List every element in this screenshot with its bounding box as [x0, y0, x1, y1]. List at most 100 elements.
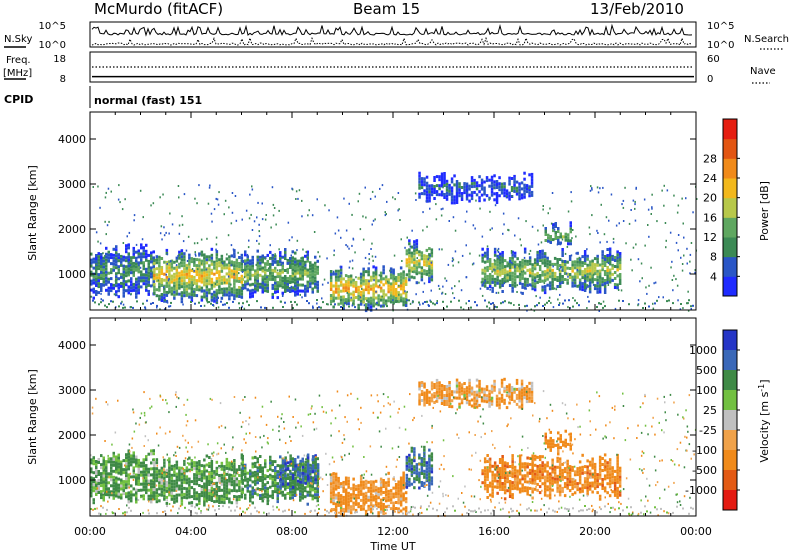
power-cell: [254, 275, 257, 279]
velocity-cell: [180, 469, 184, 473]
power-cell: [122, 288, 125, 292]
power-scatter: [663, 184, 665, 187]
velocity-cell: [112, 478, 115, 482]
power-scatter: [451, 257, 454, 260]
power-scatter: [637, 258, 640, 261]
velocity-cell: [180, 502, 184, 506]
power-cell: [596, 254, 599, 258]
power-cell: [228, 255, 231, 259]
power-cell: [125, 250, 128, 254]
velocity-cell: [425, 473, 429, 477]
power-cell: [240, 274, 244, 278]
power-cell: [276, 260, 279, 264]
power-cell: [125, 265, 128, 269]
station-title: McMurdo (fitACF): [94, 0, 223, 18]
velocity-cell: [92, 489, 95, 493]
velocity-cell: [359, 480, 363, 484]
velocity-cell: [563, 482, 567, 486]
velocity-cell: [387, 483, 390, 487]
velocity-cell: [251, 492, 254, 496]
power-scatter: [493, 186, 495, 189]
power-cell: [387, 287, 390, 291]
power-cell: [603, 255, 607, 258]
power-cell: [606, 257, 609, 260]
velocity-cell: [112, 454, 115, 458]
power-scatter: [224, 199, 227, 202]
power-cell: [256, 288, 259, 292]
power-near-range: [308, 302, 310, 305]
power-cell: [299, 277, 302, 281]
power-cell: [344, 280, 348, 284]
velocity-cell: [170, 482, 174, 486]
power-cell: [269, 256, 272, 260]
velocity-cell: [173, 488, 176, 492]
power-scatter: [496, 249, 499, 252]
power-scatter: [333, 254, 335, 257]
power-near-range: [216, 301, 218, 304]
velocity-cell: [541, 464, 544, 468]
power-near-range: [112, 300, 114, 303]
velocity-cell: [195, 494, 199, 498]
power-scatter: [589, 189, 592, 192]
velocity-cell: [566, 477, 569, 481]
power-cell: [557, 242, 560, 245]
power-cell: [205, 279, 209, 283]
power-cell: [271, 268, 274, 272]
power-scatter: [234, 255, 236, 257]
power-scatter: [346, 291, 348, 294]
power-cell: [440, 181, 444, 185]
power-cell: [142, 279, 145, 283]
power-scatter: [97, 185, 99, 188]
power-cell: [188, 280, 191, 284]
power-cell: [503, 277, 507, 281]
power-near-range: [562, 302, 564, 305]
power-cell: [591, 274, 594, 278]
power-cell: [314, 276, 317, 280]
power-scatter: [551, 192, 554, 194]
power-cell: [304, 287, 307, 291]
power-cell: [301, 259, 304, 263]
velocity-cell: [428, 457, 431, 461]
power-cell: [362, 270, 365, 274]
velocity-cell: [228, 482, 231, 486]
velocity-cell: [117, 489, 120, 493]
velocity-cell: [337, 491, 340, 495]
velocity-cell: [558, 490, 562, 494]
power-cell: [496, 257, 499, 261]
velocity-cell: [100, 463, 103, 467]
power-cell: [573, 260, 577, 264]
power-cell: [402, 276, 405, 280]
power-cell: [591, 265, 594, 269]
power-cell: [420, 251, 424, 255]
power-cell: [316, 265, 319, 269]
power-cell: [536, 253, 539, 257]
velocity-cell: [332, 487, 335, 491]
power-cell: [450, 195, 454, 199]
power-cell: [155, 294, 159, 298]
power-cell: [399, 284, 403, 288]
power-cell: [112, 262, 115, 266]
power-cell: [470, 179, 474, 183]
velocity-cell: [359, 498, 363, 502]
power-cell: [450, 189, 454, 193]
power-cell: [132, 285, 135, 289]
velocity-cell: [218, 480, 221, 483]
power-cell: [445, 182, 449, 186]
power-cell: [397, 279, 400, 283]
power-cell: [445, 179, 449, 183]
power-cell: [503, 280, 507, 284]
velocity-cell: [516, 475, 519, 479]
power-scatter: [469, 252, 471, 255]
velocity-cell: [218, 465, 221, 468]
power-scatter: [222, 262, 224, 265]
power-scatter: [401, 260, 403, 262]
velocity-cell: [493, 461, 497, 465]
velocity-cell: [279, 471, 282, 475]
velocity-cell: [130, 499, 133, 503]
power-scatter: [194, 197, 196, 200]
power-cell: [430, 269, 434, 273]
velocity-cell: [213, 470, 216, 474]
power-cell: [352, 290, 355, 294]
power-scatter: [274, 253, 276, 256]
power-cell: [405, 252, 409, 256]
